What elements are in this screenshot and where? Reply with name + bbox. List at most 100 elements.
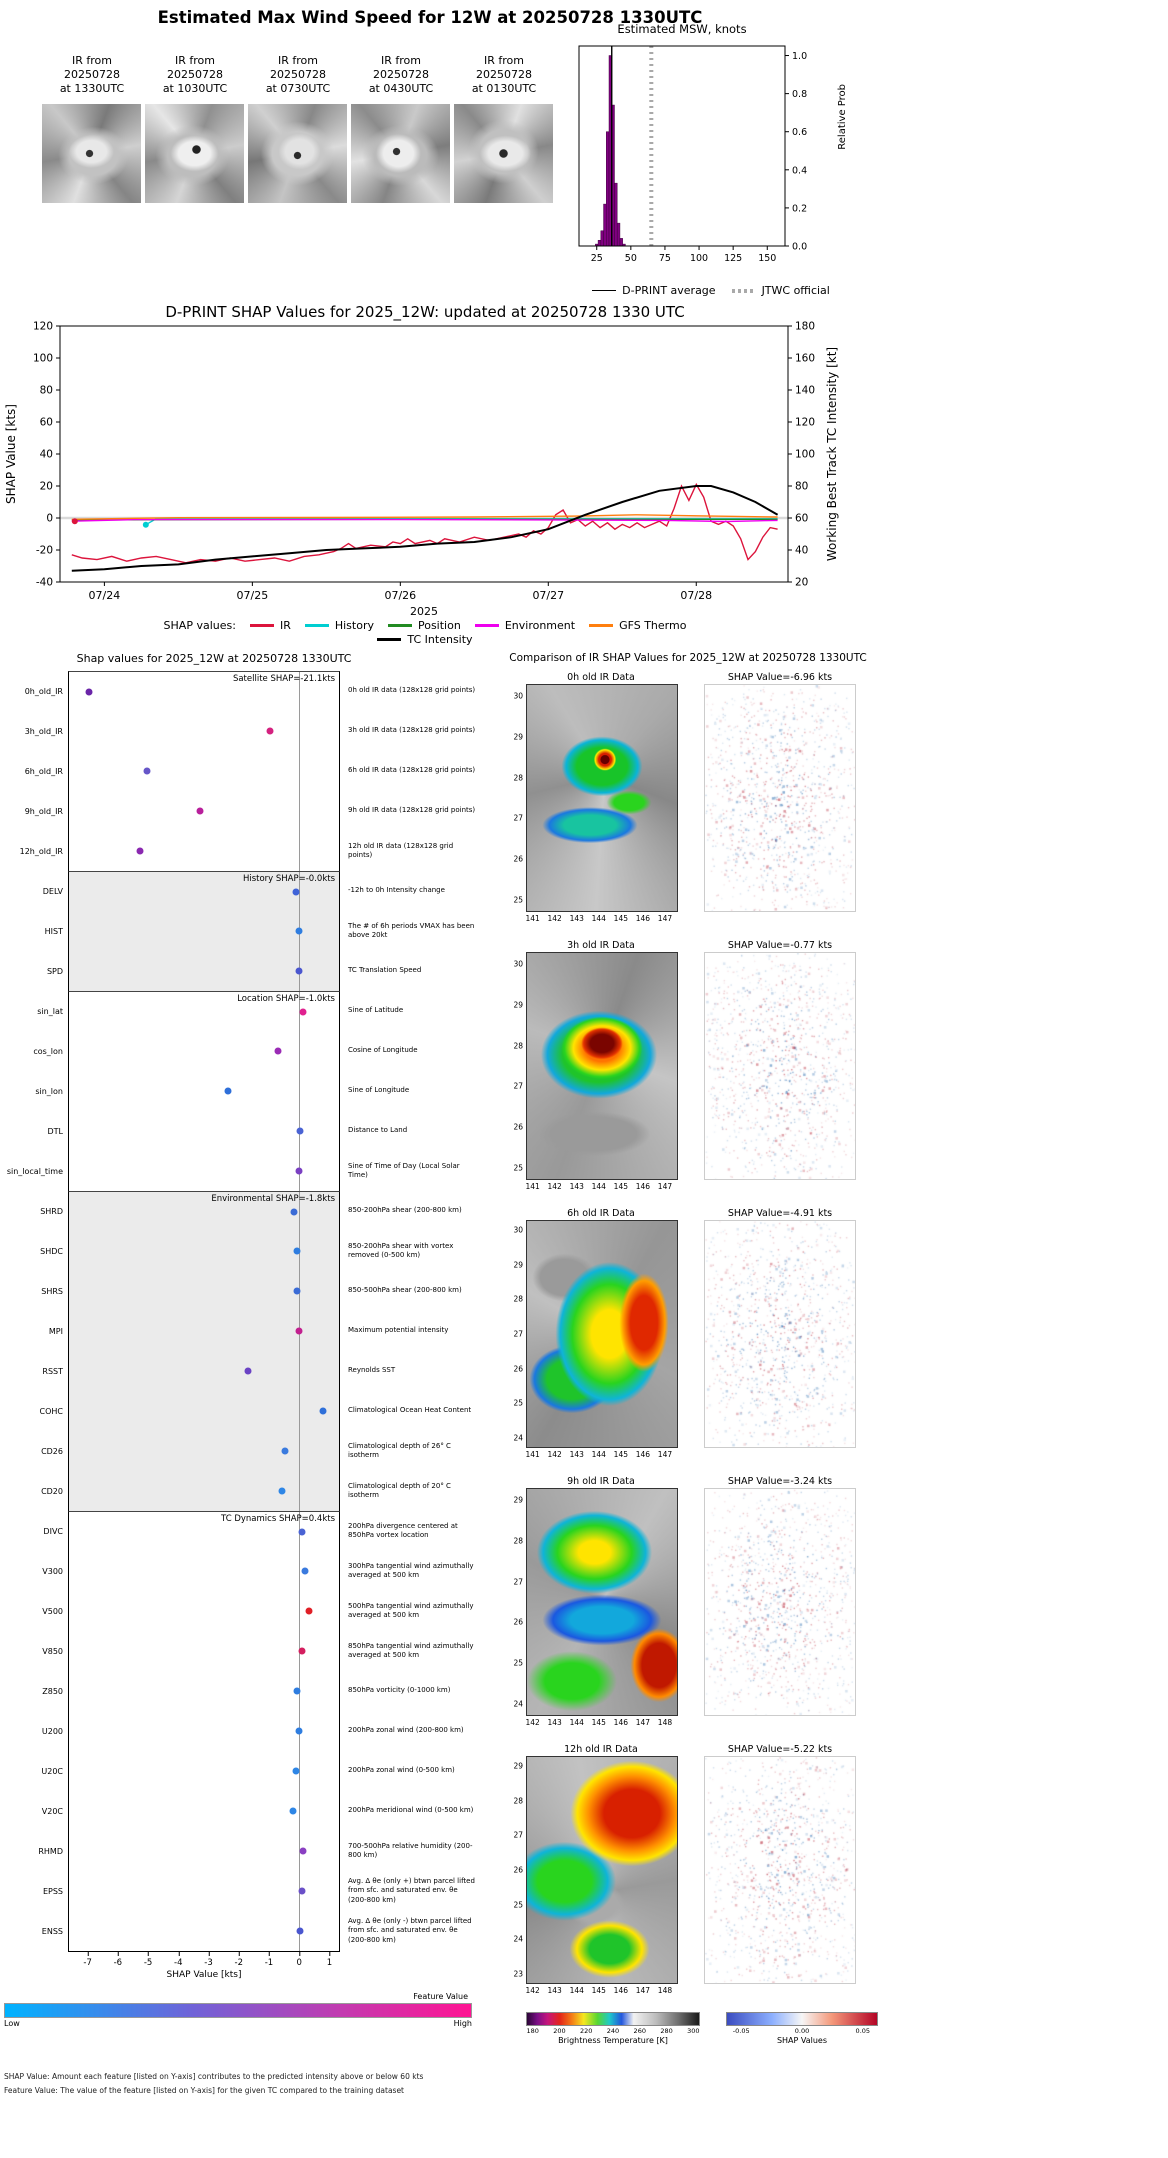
- lon-tick-label: 141: [525, 914, 540, 923]
- lat-tick-label: 24: [513, 1699, 523, 1709]
- lon-tick-label: 143: [547, 1718, 562, 1727]
- lat-tick-label: 29: [513, 1000, 523, 1010]
- zero-line: [298, 991, 300, 1032]
- lat-tick-label: 29: [513, 732, 523, 742]
- plot-frame: [578, 45, 786, 247]
- shap-dot: [293, 1247, 301, 1255]
- ir-thumbnail-label-line: IR from: [278, 54, 318, 67]
- legend-item: JTWC official: [731, 284, 830, 297]
- footnote-shap-value: SHAP Value: Amount each feature [listed …: [4, 2072, 424, 2081]
- lat-tick-label: 25: [513, 895, 523, 905]
- row-titles: 3h old IR Data SHAP Value=-0.77 kts: [508, 940, 876, 951]
- histogram-legend: D-PRINT average JTWC official: [556, 284, 866, 297]
- solid-line-swatch: [592, 290, 617, 291]
- feature-row: 3h_old_IR 3h old IR data (128x128 grid po…: [4, 711, 476, 751]
- ir-image-wrap: 141 142 143 144 145 146 147: [525, 1220, 678, 1460]
- lon-tick-label: 147: [657, 1450, 673, 1459]
- ir-image-wrap: 142 143 144 145 146 147 148: [525, 1756, 678, 1996]
- feature-desc: 500hPa tangential wind azimuthally avera…: [348, 1601, 474, 1619]
- shap-values-ticks: -0.05 0.00 0.05: [726, 2026, 878, 2035]
- left-tick-label: -40: [36, 577, 53, 589]
- group-shap-label: TC Dynamics SHAP=0.4kts: [221, 1513, 335, 1524]
- ir-thumbnail: IR from 20250728 at 0730UTC: [248, 54, 348, 203]
- shap-dot: [292, 1767, 299, 1775]
- lon-tick-label: 145: [613, 914, 629, 923]
- x-tick-label: 1: [326, 1952, 333, 1968]
- feature-desc: TC Translation Speed: [348, 966, 422, 975]
- lon-tick-label: 142: [525, 1986, 540, 1995]
- ir-thumbnail-label-line: 20250728: [270, 67, 326, 81]
- lat-tick-label: 29: [513, 1495, 523, 1505]
- x-tick-label: 125: [724, 253, 742, 264]
- legend-item: History: [304, 619, 374, 632]
- x-tick-label: 07/24: [89, 589, 121, 602]
- lon-tick-label: 146: [613, 1718, 629, 1727]
- shap-dot: [299, 1847, 307, 1855]
- feature-row: DIVC TC Dynamics SHAP=0.4kts 200hPa diverg…: [4, 1510, 476, 1552]
- feature-plot: [68, 751, 340, 791]
- feature-desc: 9h old IR data (128x128 grid points): [348, 806, 476, 815]
- shap-map: [704, 684, 856, 912]
- shap-map-canvas: [705, 1489, 855, 1715]
- feature-desc: 200hPa zonal wind (200-800 km): [348, 1726, 464, 1735]
- lon-axis: 141 142 143 144 145 146 147: [525, 912, 676, 924]
- colorbar-tick-label: 180: [526, 2027, 539, 2035]
- lon-tick-label: 148: [657, 1718, 673, 1727]
- dotplot-footnotes: SHAP Value: Amount each feature [listed …: [4, 2070, 476, 2099]
- x-tick-label: -5: [143, 1952, 153, 1968]
- feature-desc: Cosine of Longitude: [348, 1046, 418, 1055]
- lat-tick-label: 27: [513, 1329, 523, 1339]
- lat-tick-label: 30: [513, 691, 523, 701]
- dotplot-rows: 0h_old_IR Satellite SHAP=-21.1kts 0h old I…: [4, 670, 476, 1951]
- feature-label: 0h_old_IR: [24, 686, 63, 696]
- feature-row: RSST Reynolds SST: [4, 1351, 476, 1391]
- shap-dot: [292, 888, 299, 895]
- legend-row: SHAP values: IR History Position Environment…: [0, 618, 850, 632]
- feature-label: 12h_old_IR: [19, 846, 63, 856]
- line-swatch: [474, 623, 499, 627]
- lon-axis: 142 143 144 145 146 147 148: [525, 1984, 676, 1996]
- series-tc-intensity: [71, 485, 779, 572]
- feature-label: V300: [42, 1566, 63, 1576]
- zero-line: [298, 1751, 300, 1791]
- ir-thumbnail-label-line: 20250728: [167, 67, 223, 81]
- feature-plot: TC Dynamics SHAP=0.4kts: [68, 1510, 340, 1552]
- lon-tick-label: 147: [635, 1986, 651, 1995]
- dotted-line-swatch: [731, 288, 756, 293]
- histogram-bar: [606, 131, 610, 247]
- feature-desc: Avg. Δ θe (only -) btwn parcel lifted fr…: [348, 1917, 472, 1944]
- ir-thumbnail-label-line: IR from: [381, 54, 421, 67]
- feature-row: Z850 850hPa vorticity (0-1000 km): [4, 1671, 476, 1711]
- shap-value-title: SHAP Value=-5.22 kts: [727, 1744, 833, 1755]
- ir-thumbnail-label-line: at 1030UTC: [162, 81, 228, 95]
- lon-axis: 142 143 144 145 146 147 148: [525, 1716, 676, 1728]
- x-tick-label: 0: [296, 1952, 302, 1968]
- x-tick-label: -3: [204, 1952, 213, 1968]
- zero-line: [298, 1431, 300, 1471]
- lat-tick-label: 25: [513, 1900, 523, 1910]
- feature-desc: 850-200hPa shear (200-800 km): [348, 1206, 462, 1215]
- lat-axis: 24 25 26 27 28 29 30: [508, 1220, 526, 1448]
- feature-desc: 700-500hPa relative humidity (200-800 km…: [348, 1841, 473, 1859]
- lat-tick-label: 25: [513, 1658, 523, 1668]
- feature-desc: Climatological depth of 26° C isotherm: [348, 1441, 451, 1459]
- feature-label: cos_lon: [33, 1046, 63, 1056]
- ir-thumbnail-label: IR from 20250728 at 1030UTC: [145, 54, 245, 98]
- zero-line: [298, 1471, 300, 1511]
- feature-plot: [68, 1911, 340, 1951]
- y-tick-label: 0.2: [792, 203, 807, 214]
- left-tick-label: 120: [33, 321, 53, 333]
- feature-label: DELV: [42, 886, 63, 896]
- feature-row: 0h_old_IR Satellite SHAP=-21.1kts 0h old I…: [4, 670, 476, 712]
- legend-label: IR: [279, 618, 291, 632]
- shap-dot: [295, 1167, 302, 1175]
- lat-tick-label: 26: [513, 854, 523, 864]
- ir-thumbnail-label-line: IR from: [72, 54, 112, 67]
- lon-tick-label: 143: [569, 1182, 584, 1191]
- gap: [678, 952, 704, 1192]
- y-tick-label: 0.4: [792, 165, 807, 176]
- lon-tick-label: 144: [569, 1986, 584, 1995]
- colorbar-tick-label: 240: [606, 2027, 620, 2035]
- colorbar-tick-label: 0.05: [855, 2027, 871, 2035]
- shap-map: [704, 1488, 856, 1716]
